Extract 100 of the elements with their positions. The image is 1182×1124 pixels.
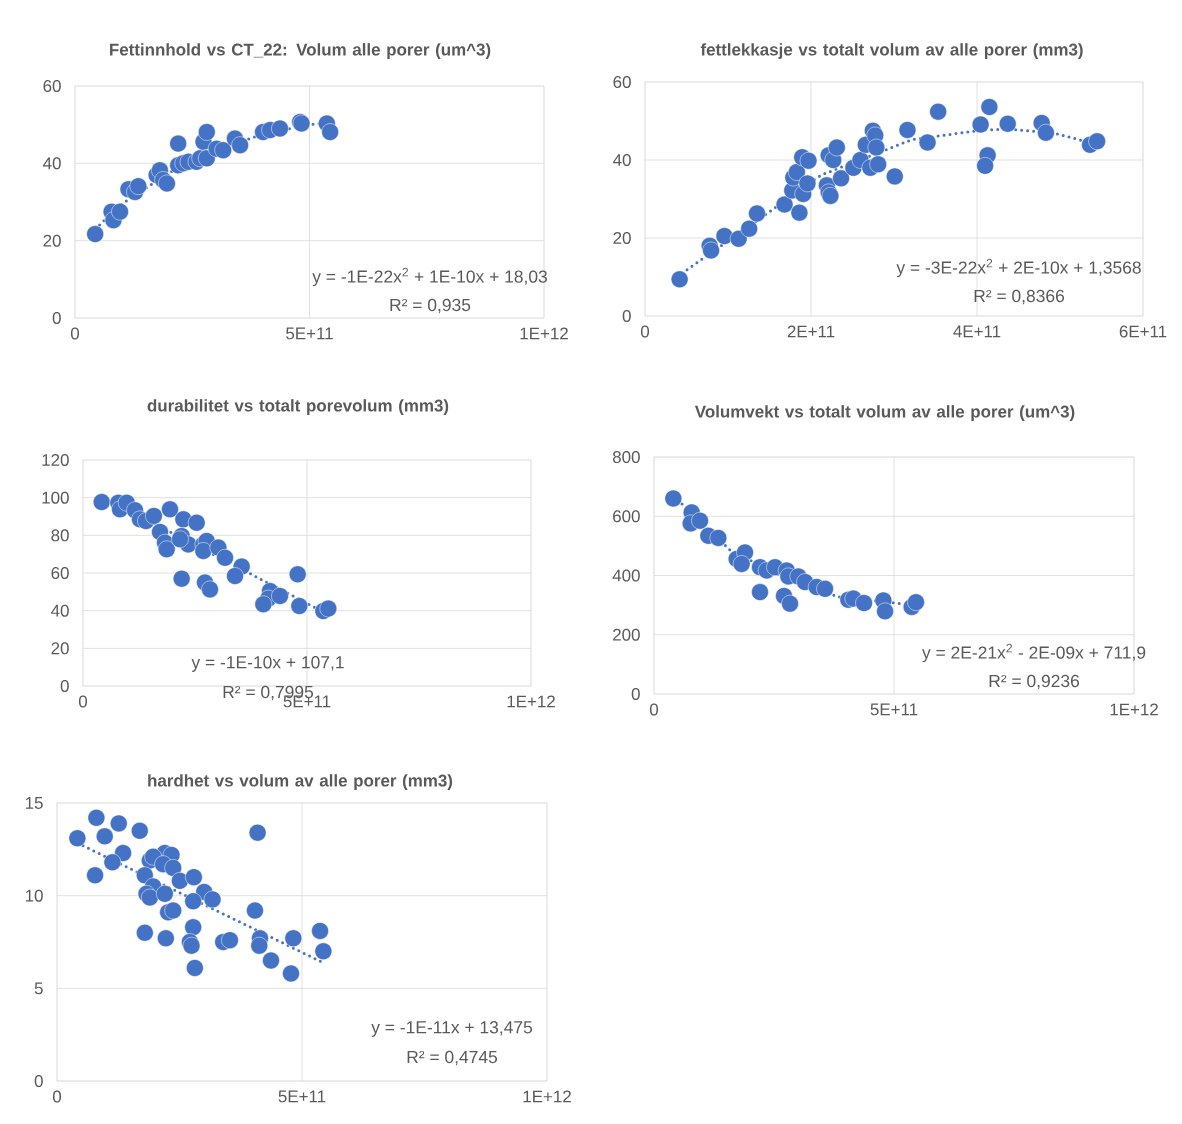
y-tick-label: 200: [613, 628, 640, 641]
point: [250, 936, 269, 955]
annotation: R² = 0,9236: [989, 674, 1080, 690]
point: [886, 167, 904, 186]
point: [918, 133, 937, 152]
point: [161, 500, 179, 519]
x-tick-label: 5E+11: [870, 703, 918, 716]
point: [198, 123, 216, 141]
point: [288, 565, 307, 584]
point: [185, 868, 203, 886]
point: [262, 951, 280, 970]
y-tick-label: 40: [51, 604, 69, 617]
point: [855, 594, 873, 612]
annotation: y = 2E-21x$^{2}$ - 2E-09x + 711,9: [922, 643, 1146, 663]
point: [216, 549, 234, 567]
y-tick-label: 600: [613, 510, 640, 523]
y-tick-label: 40: [613, 154, 631, 167]
x-tick-label: 0: [640, 325, 650, 338]
annotation: y = -1E-22x$^{2}$ + 1E-10x + 18,03: [312, 267, 547, 287]
y-tick-label: 60: [51, 567, 69, 580]
point: [157, 929, 175, 948]
point: [828, 138, 846, 157]
point: [998, 114, 1017, 133]
point: [171, 530, 189, 549]
point: [221, 931, 239, 949]
point: [203, 890, 222, 909]
point: [246, 901, 264, 920]
annotation: R² = 0,4745: [407, 1050, 498, 1066]
point: [201, 580, 219, 599]
y-tick-label: 0: [622, 310, 631, 323]
point: [788, 163, 806, 181]
point: [781, 594, 799, 613]
point: [131, 822, 149, 840]
point: [876, 602, 894, 621]
point: [775, 195, 794, 214]
y-tick-label: 120: [42, 454, 69, 467]
y-tick-label: 60: [613, 76, 631, 89]
x-tick-label: 5E+11: [286, 327, 333, 340]
point: [832, 169, 850, 188]
annotation: R² = 0,935: [390, 298, 471, 314]
point: [86, 225, 104, 243]
point: [790, 203, 809, 222]
point: [290, 597, 309, 615]
point: [284, 929, 303, 948]
point: [214, 141, 232, 159]
annotation: R² = 0,8366: [974, 289, 1065, 305]
y-tick-label: 0: [52, 312, 61, 325]
point: [169, 134, 187, 153]
point: [971, 115, 990, 134]
x-tick-label: 1E+12: [520, 327, 568, 340]
y-tick-label: 20: [613, 232, 631, 245]
point: [136, 924, 154, 942]
y-tick-label: 20: [43, 234, 61, 247]
point: [980, 98, 999, 116]
point: [129, 177, 148, 195]
point: [1088, 132, 1106, 151]
annotation: y = -1E-10x + 107,1: [191, 656, 344, 672]
y-tick-label: 40: [43, 157, 61, 170]
point: [187, 513, 206, 532]
point: [109, 814, 128, 833]
x-tick-label: 5E+11: [278, 1090, 326, 1103]
point: [907, 593, 925, 611]
x-tick-label: 4E+11: [953, 325, 1001, 338]
point: [816, 580, 834, 598]
point: [1037, 123, 1055, 142]
point: [709, 529, 728, 547]
chart-title: hardhet vs volum av alle porer (mm3): [148, 774, 453, 790]
point: [114, 844, 132, 862]
point: [821, 187, 840, 205]
y-tick-label: 5: [34, 982, 43, 995]
x-tick-label: 2E+11: [787, 325, 835, 338]
point: [976, 157, 994, 175]
point: [748, 204, 766, 223]
point: [164, 859, 182, 877]
point: [311, 922, 329, 940]
x-tick-label: 0: [70, 327, 80, 340]
point: [664, 489, 683, 508]
point: [751, 583, 769, 601]
point: [184, 918, 202, 936]
point: [157, 540, 176, 559]
x-tick-label: 1E+12: [1110, 703, 1158, 716]
x-tick-label: 6E+11: [1119, 325, 1167, 338]
point: [282, 964, 300, 983]
point: [715, 227, 734, 245]
y-tick-label: 100: [42, 491, 69, 504]
point: [702, 241, 720, 260]
point: [87, 809, 106, 827]
y-tick-label: 80: [51, 529, 69, 542]
y-tick-label: 800: [612, 451, 640, 464]
point: [798, 174, 817, 193]
y-tick-label: 15: [25, 797, 43, 809]
point: [141, 888, 159, 907]
point: [271, 587, 289, 605]
y-tick-label: 400: [612, 569, 640, 582]
point: [103, 853, 122, 872]
y-tick-label: 60: [43, 80, 61, 93]
point: [171, 872, 189, 890]
point: [929, 102, 947, 121]
point: [164, 901, 182, 920]
point: [182, 936, 201, 955]
